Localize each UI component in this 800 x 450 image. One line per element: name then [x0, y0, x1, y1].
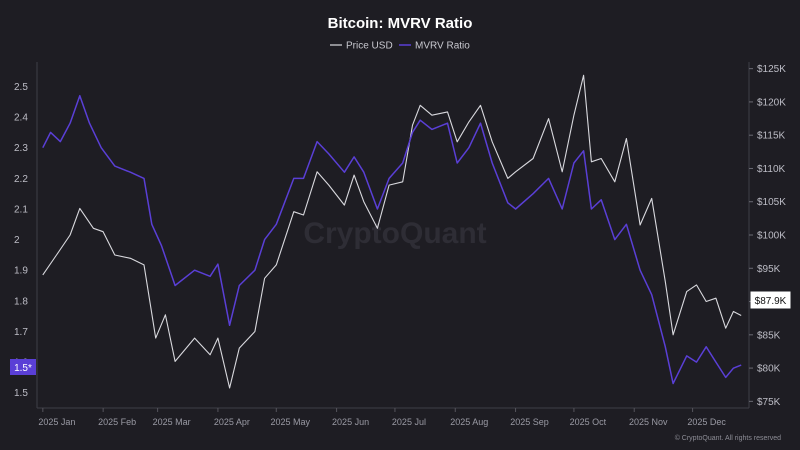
- left-tick-label: 2.2: [14, 174, 28, 185]
- price-tag: $87.9K: [750, 291, 791, 309]
- left-tick-label: 2: [14, 235, 20, 246]
- right-tick-label: $100K: [757, 231, 786, 242]
- x-tick-label: 2025 Sep: [510, 417, 549, 427]
- right-tick-label: $125K: [757, 64, 786, 75]
- mvrv-tag-label: 1.5*: [14, 363, 32, 374]
- watermark: CryptoQuant: [303, 217, 486, 250]
- x-tick-label: 2025 Jul: [392, 417, 426, 427]
- right-tick-label: $75K: [757, 397, 781, 408]
- left-tick-label: 1.5: [14, 388, 28, 399]
- mvrv-tag: 1.5*: [10, 359, 36, 375]
- left-tick-label: 1.8: [14, 296, 28, 307]
- legend-label-price: Price USD: [346, 41, 393, 52]
- left-tick-label: 2.1: [14, 204, 28, 215]
- left-tick-label: 2.5: [14, 82, 28, 93]
- left-tick-label: 2.4: [14, 113, 28, 124]
- right-tick-label: $120K: [757, 97, 786, 108]
- x-tick-label: 2025 Mar: [153, 417, 191, 427]
- x-axis-ticks: 2025 Jan 2025 Feb 2025 Mar 2025 Apr 2025 May…: [38, 408, 726, 427]
- x-tick-label: 2025 Nov: [629, 417, 668, 427]
- x-tick-label: 2025 Apr: [214, 417, 250, 427]
- left-tick-label: 2.3: [14, 143, 28, 154]
- x-tick-label: 2025 Dec: [687, 417, 726, 427]
- copyright-credit: © CryptoQuant. All rights reserved: [675, 434, 781, 442]
- series-line-mvrv-ratio: [42, 94, 742, 385]
- right-tick-label: $105K: [757, 197, 786, 208]
- right-tick-label: $110K: [757, 164, 786, 175]
- right-tick-label: $115K: [757, 131, 786, 142]
- price-tag-box: [750, 291, 791, 309]
- left-tick-label: 1.9: [14, 266, 28, 277]
- right-tick-label: $95K: [757, 264, 781, 275]
- legend-label-mvrv: MVRV Ratio: [415, 41, 470, 52]
- x-tick-label: 2025 Feb: [98, 417, 136, 427]
- right-tick-label: $80K: [757, 364, 781, 375]
- x-tick-label: 2025 Jan: [38, 417, 75, 427]
- x-tick-label: 2025 Oct: [570, 417, 607, 427]
- x-tick-label: 2025 Aug: [450, 417, 488, 427]
- x-tick-label: 2025 Jun: [332, 417, 369, 427]
- x-tick-label: 2025 May: [271, 417, 311, 427]
- chart-title: Bitcoin: MVRV Ratio: [328, 15, 473, 32]
- right-tick-label: $85K: [757, 330, 781, 341]
- series-line-price-usd: [42, 74, 742, 389]
- mvrv-tag-box: [10, 359, 36, 375]
- legend: Price USD MVRV Ratio: [330, 41, 470, 52]
- price-tag-label: $87.9K: [755, 296, 787, 307]
- left-tick-label: 1.7: [14, 327, 28, 338]
